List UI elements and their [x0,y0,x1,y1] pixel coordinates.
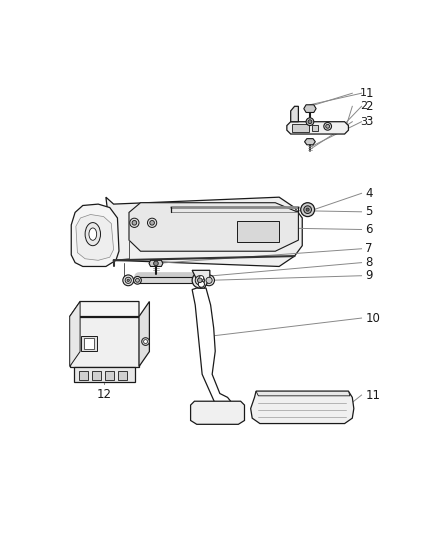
Circle shape [326,124,329,128]
Text: 10: 10 [365,312,380,325]
Polygon shape [304,139,315,145]
Circle shape [148,218,157,228]
Circle shape [142,338,149,345]
Bar [139,277,198,282]
Bar [292,124,309,132]
Polygon shape [304,105,316,112]
Polygon shape [256,391,350,396]
Polygon shape [76,214,113,260]
Circle shape [198,281,205,287]
Bar [81,336,97,351]
Text: 2: 2 [360,101,367,111]
Polygon shape [191,401,244,424]
Polygon shape [291,106,298,122]
Polygon shape [287,122,349,134]
Text: 4: 4 [365,187,373,200]
Circle shape [125,277,131,284]
Polygon shape [71,204,119,266]
Circle shape [192,273,208,288]
Circle shape [301,203,314,216]
Circle shape [308,120,312,124]
Circle shape [198,278,202,282]
Text: 1: 1 [365,87,373,100]
Polygon shape [70,302,80,367]
Text: 5: 5 [365,205,373,219]
Polygon shape [251,391,354,424]
Bar [105,371,114,381]
Circle shape [134,277,141,284]
Polygon shape [192,270,210,288]
Circle shape [199,276,204,280]
Circle shape [206,277,212,284]
Polygon shape [129,203,298,251]
Polygon shape [106,197,302,266]
Bar [84,338,94,349]
Bar [237,221,279,242]
Polygon shape [70,317,139,367]
Bar [312,125,318,131]
Polygon shape [74,367,135,382]
Text: 2: 2 [365,100,373,113]
Text: 3: 3 [365,115,373,128]
Circle shape [154,261,158,265]
Polygon shape [192,288,231,409]
Polygon shape [149,260,163,266]
Circle shape [132,221,137,225]
Circle shape [324,123,332,130]
Text: 8: 8 [365,256,373,269]
Circle shape [306,118,314,126]
Text: 3: 3 [360,117,367,127]
Polygon shape [70,302,139,317]
Circle shape [127,279,129,281]
Text: 11: 11 [365,389,380,401]
Circle shape [150,221,155,225]
Circle shape [304,206,311,214]
Circle shape [135,278,139,282]
Text: 7: 7 [365,243,373,255]
Text: 6: 6 [365,223,373,236]
Ellipse shape [85,223,100,246]
Ellipse shape [89,228,97,240]
Bar [92,371,101,381]
Circle shape [306,208,309,211]
Circle shape [144,340,148,343]
Text: 12: 12 [97,388,112,401]
Bar [118,371,127,381]
Circle shape [123,275,134,286]
Circle shape [204,275,215,286]
Circle shape [130,218,139,228]
Text: 1: 1 [360,88,367,98]
Bar [79,371,88,381]
Text: 9: 9 [365,269,373,282]
Polygon shape [139,302,149,367]
Circle shape [195,276,205,285]
